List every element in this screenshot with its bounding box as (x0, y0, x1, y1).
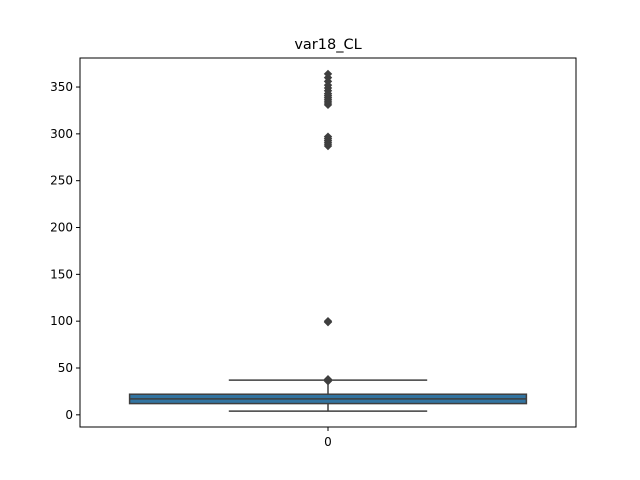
y-tick-label: 100 (50, 314, 73, 328)
plot-frame (79, 57, 577, 428)
outlier-point (323, 69, 333, 79)
y-axis: 0 50 100 150 200 250 300 350 (50, 80, 80, 422)
y-tick-label: 0 (65, 408, 73, 422)
plot-area (128, 69, 528, 412)
y-tick-label: 300 (50, 127, 73, 141)
y-tick-label: 200 (50, 221, 73, 235)
outlier-point (323, 317, 333, 327)
y-tick-label: 150 (50, 267, 73, 281)
outlier-point (323, 375, 333, 384)
chart-title: var18_CL (294, 37, 361, 53)
x-axis: 0 (324, 427, 332, 449)
outlier-point (323, 132, 333, 141)
y-tick-label: 50 (58, 361, 73, 375)
x-tick-label: 0 (324, 435, 332, 449)
y-tick-label: 250 (50, 174, 73, 188)
y-tick-label: 350 (50, 80, 73, 94)
